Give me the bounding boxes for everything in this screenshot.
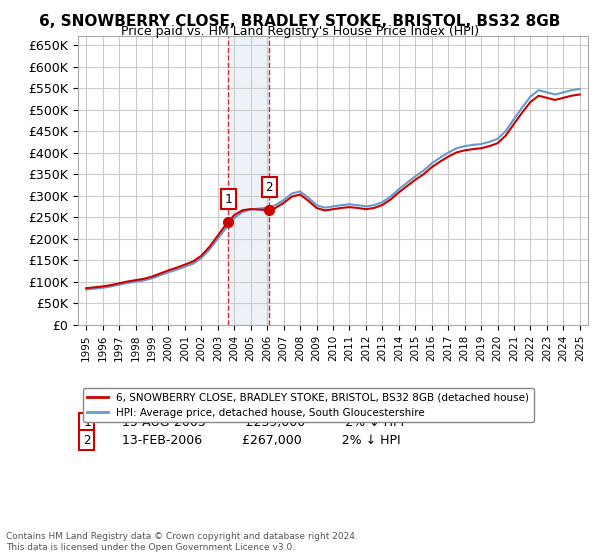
Text: 2: 2 xyxy=(265,180,273,194)
Text: Contains HM Land Registry data © Crown copyright and database right 2024.
This d: Contains HM Land Registry data © Crown c… xyxy=(6,532,358,552)
Text: 15-AUG-2003          £239,000          2% ↓ HPI: 15-AUG-2003 £239,000 2% ↓ HPI xyxy=(114,416,404,430)
Text: 13-FEB-2006          £267,000          2% ↓ HPI: 13-FEB-2006 £267,000 2% ↓ HPI xyxy=(114,433,400,447)
Legend: 6, SNOWBERRY CLOSE, BRADLEY STOKE, BRISTOL, BS32 8GB (detached house), HPI: Aver: 6, SNOWBERRY CLOSE, BRADLEY STOKE, BRIST… xyxy=(83,388,533,422)
Text: 1: 1 xyxy=(83,416,91,430)
Bar xyxy=(228,36,269,325)
Text: 6, SNOWBERRY CLOSE, BRADLEY STOKE, BRISTOL, BS32 8GB: 6, SNOWBERRY CLOSE, BRADLEY STOKE, BRIST… xyxy=(40,14,560,29)
Text: 1: 1 xyxy=(224,193,232,206)
Text: Price paid vs. HM Land Registry's House Price Index (HPI): Price paid vs. HM Land Registry's House … xyxy=(121,25,479,38)
Text: 2: 2 xyxy=(83,433,91,447)
